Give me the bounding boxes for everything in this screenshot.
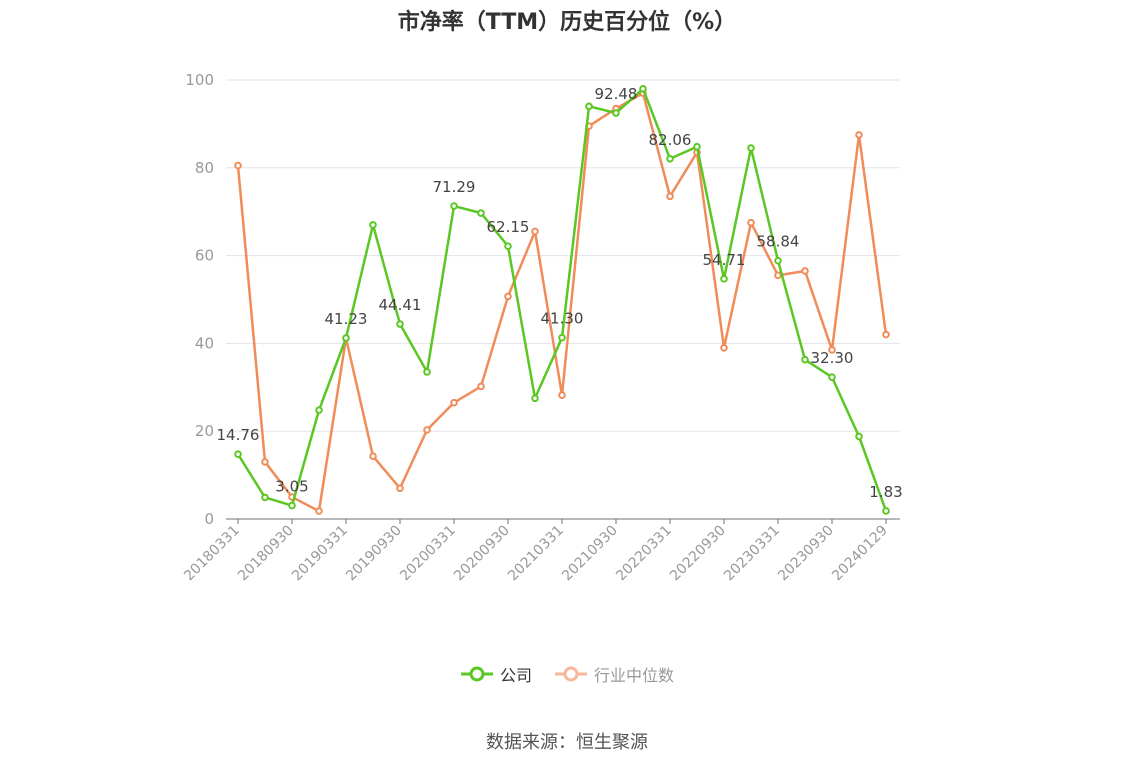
data-point-industry[interactable]: [855, 131, 863, 139]
data-label: 44.41: [379, 296, 422, 314]
y-tick-label: 100: [185, 71, 214, 89]
data-point-industry[interactable]: [261, 458, 269, 466]
legend-item-industry[interactable]: 行业中位数: [554, 662, 674, 686]
data-point-company[interactable]: [558, 333, 566, 342]
data-point-company[interactable]: [342, 334, 350, 342]
legend-item-company[interactable]: 公司: [460, 662, 532, 686]
data-point-industry[interactable]: [477, 382, 485, 391]
data-point-company[interactable]: [315, 406, 323, 414]
data-point-company[interactable]: [828, 373, 836, 382]
data-point-industry[interactable]: [369, 452, 377, 461]
x-tick-label: 20220930: [667, 523, 729, 585]
legend-company-marker-icon: [460, 666, 493, 682]
x-tick-label: 20240129: [829, 523, 891, 585]
data-label: 92.48: [595, 85, 638, 103]
x-tick-label: 20200331: [397, 523, 459, 585]
data-point-industry[interactable]: [774, 271, 782, 280]
data-label: 14.76: [217, 426, 260, 444]
data-point-industry[interactable]: [747, 218, 755, 227]
data-point-company[interactable]: [693, 142, 701, 151]
data-point-company[interactable]: [288, 501, 296, 510]
data-label: 3.05: [275, 478, 308, 496]
data-label: 71.29: [433, 178, 476, 196]
x-tick-label: 20190331: [289, 523, 351, 585]
data-label: 41.23: [325, 310, 368, 328]
data-point-industry[interactable]: [558, 391, 566, 400]
grid-lines: [226, 79, 900, 432]
x-tick-label: 20220331: [613, 523, 675, 585]
data-point-industry[interactable]: [450, 398, 458, 407]
y-tick-label: 20: [195, 422, 214, 440]
data-point-company[interactable]: [720, 275, 728, 283]
data-point-company[interactable]: [855, 432, 863, 441]
x-tick-label: 20210331: [505, 523, 567, 585]
legend-company-label: 公司: [499, 666, 532, 685]
data-point-company[interactable]: [504, 242, 512, 250]
data-point-company[interactable]: [369, 221, 377, 229]
data-label: 82.06: [649, 131, 692, 149]
x-tick-label: 20210930: [559, 523, 621, 585]
data-point-company[interactable]: [666, 154, 674, 163]
data-point-industry[interactable]: [504, 292, 512, 301]
data-point-industry[interactable]: [234, 161, 242, 170]
data-point-industry[interactable]: [828, 346, 836, 354]
data-point-industry[interactable]: [720, 343, 728, 352]
data-point-company[interactable]: [612, 109, 620, 117]
data-point-industry[interactable]: [423, 426, 431, 434]
data-label: 54.71: [703, 251, 746, 269]
data-point-company[interactable]: [774, 256, 782, 265]
data-point-industry[interactable]: [396, 484, 404, 493]
data-labels: 14.76 3.05 41.23 44.41 71.29 62.15 41.30 92.48 8…: [217, 85, 903, 501]
data-point-company[interactable]: [747, 144, 755, 152]
data-point-industry[interactable]: [882, 330, 890, 339]
chart-title: 市净率（TTM）历史百分位（%）: [397, 10, 737, 35]
data-point-company[interactable]: [882, 507, 890, 515]
y-tick-label: 60: [195, 247, 214, 265]
data-point-company[interactable]: [261, 493, 269, 502]
data-label: 32.30: [811, 349, 854, 367]
x-tick-label: 20180930: [235, 523, 297, 585]
data-point-industry[interactable]: [315, 507, 323, 515]
y-tick-label: 0: [204, 510, 214, 528]
data-label: 58.84: [757, 233, 800, 251]
data-point-industry[interactable]: [666, 192, 674, 201]
y-tick-label: 40: [195, 334, 214, 352]
x-tick-label: 20190930: [343, 523, 405, 585]
data-point-company[interactable]: [396, 320, 404, 328]
x-tick-label: 20230331: [721, 523, 783, 585]
data-point-company[interactable]: [450, 202, 458, 210]
x-tick-label: 20180331: [181, 523, 243, 585]
data-point-company[interactable]: [234, 450, 242, 459]
data-point-industry[interactable]: [531, 227, 539, 236]
data-point-company[interactable]: [639, 84, 647, 93]
x-tick-label: 20200930: [451, 523, 513, 585]
data-point-industry[interactable]: [801, 267, 809, 275]
data-point-company[interactable]: [477, 209, 485, 217]
x-tick-label: 20230930: [775, 523, 837, 585]
data-label: 41.30: [541, 310, 584, 328]
data-point-company[interactable]: [585, 102, 593, 111]
data-point-company[interactable]: [423, 368, 431, 376]
legend-industry-marker-icon: [555, 666, 587, 682]
source-note: 数据来源：恒生聚源: [486, 732, 648, 753]
y-tick-label: 80: [195, 159, 214, 177]
data-point-company[interactable]: [531, 394, 539, 403]
data-label: 1.83: [869, 483, 902, 501]
legend-industry-label: 行业中位数: [594, 666, 675, 685]
series-line-company: [236, 87, 888, 512]
legend: 公司 行业中位数: [0, 662, 1134, 686]
series-lines: [234, 84, 890, 515]
data-point-company[interactable]: [801, 355, 809, 364]
data-label: 62.15: [487, 218, 530, 236]
